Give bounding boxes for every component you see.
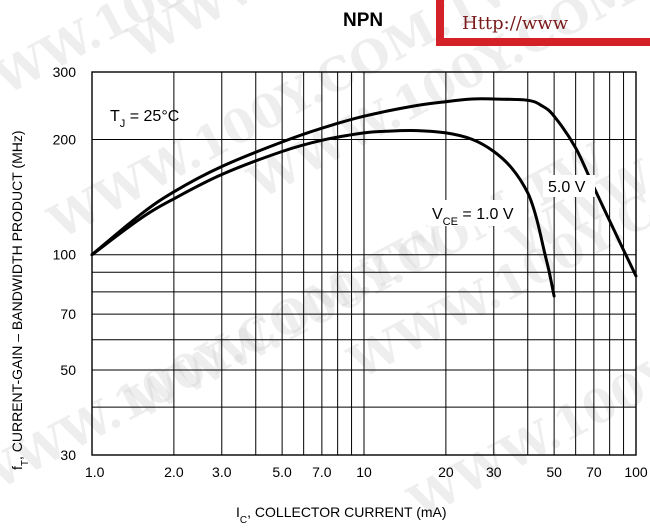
y-tick-label: 30 [60, 447, 76, 463]
y-tick-label: 300 [53, 64, 77, 80]
x-tick-label: 70 [586, 464, 602, 480]
y-tick-label: 200 [53, 131, 77, 147]
vce-label-background [427, 200, 527, 226]
plot-frame [91, 71, 637, 456]
x-tick-label: 50 [546, 464, 562, 480]
url-banner-border [436, 0, 650, 46]
y-axis-label: fT, CURRENT-GAIN – BANDWIDTH PRODUCT (MH… [9, 130, 31, 470]
url-banner-text: Http://www [462, 13, 569, 34]
y-tick-label: 70 [60, 306, 76, 322]
x-tick-label: 5.0 [272, 464, 292, 480]
chart-title: NPN [343, 10, 383, 31]
x-tick-label: 10 [356, 464, 372, 480]
v5-annotation: 5.0 V [548, 179, 586, 196]
grid-layer [91, 71, 637, 456]
tj-annotation: TJ = 25°C [110, 108, 179, 130]
x-axis-label: IC, COLLECTOR CURRENT (mA) [236, 504, 447, 526]
x-tick-label: 20 [438, 464, 454, 480]
y-tick-labels: 30 50 70 100 200 300 [53, 64, 77, 463]
x-tick-label: 7.0 [312, 464, 332, 480]
url-banner: Http://www [436, 0, 650, 46]
y-tick-label: 50 [60, 362, 76, 378]
x-tick-label: 3.0 [212, 464, 232, 480]
x-tick-labels: 1.0 2.0 3.0 5.0 7.0 10 20 30 50 70 100 [85, 464, 648, 480]
x-tick-label: 100 [624, 464, 648, 480]
x-tick-label: 2.0 [164, 464, 184, 480]
x-tick-label: 30 [486, 464, 502, 480]
series-curve-5-0-v [90, 97, 638, 278]
v5-label-background [543, 175, 595, 197]
series-curve-1-0-v [90, 128, 556, 298]
series-layer [90, 97, 638, 298]
vce-annotation: VCE = 1.0 V [432, 206, 514, 228]
y-tick-label: 100 [53, 247, 77, 263]
x-tick-label: 1.0 [85, 464, 105, 480]
